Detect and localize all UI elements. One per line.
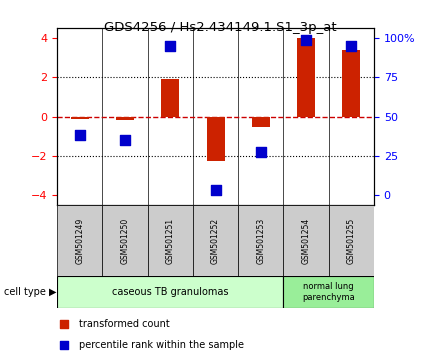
Text: GSM501252: GSM501252: [211, 218, 220, 264]
Bar: [283, 205, 329, 276]
Bar: [283, 276, 374, 308]
Text: GSM501255: GSM501255: [347, 218, 356, 264]
Bar: [193, 205, 238, 276]
Text: GSM501254: GSM501254: [301, 218, 311, 264]
Point: [212, 187, 219, 193]
Text: GSM501251: GSM501251: [166, 218, 175, 264]
Text: GSM501249: GSM501249: [75, 218, 84, 264]
Bar: [206, 117, 225, 161]
Bar: [71, 117, 89, 119]
Point: [121, 138, 128, 143]
Text: GSM501253: GSM501253: [257, 218, 265, 264]
Bar: [57, 276, 283, 308]
Bar: [103, 205, 148, 276]
Text: normal lung
parenchyma: normal lung parenchyma: [302, 282, 355, 302]
Bar: [238, 205, 283, 276]
Text: GDS4256 / Hs2.434149.1.S1_3p_at: GDS4256 / Hs2.434149.1.S1_3p_at: [104, 21, 336, 34]
Bar: [329, 205, 374, 276]
Bar: [342, 50, 360, 117]
Point: [303, 37, 310, 43]
Point: [257, 149, 264, 155]
Point: [270, 245, 277, 250]
Text: caseous TB granulomas: caseous TB granulomas: [112, 287, 229, 297]
Point: [76, 132, 83, 137]
Bar: [116, 117, 134, 120]
Bar: [57, 205, 103, 276]
Bar: [297, 38, 315, 117]
Text: transformed count: transformed count: [79, 319, 170, 329]
Bar: [252, 117, 270, 127]
Point: [348, 43, 355, 49]
Text: GSM501250: GSM501250: [121, 218, 130, 264]
Bar: [148, 205, 193, 276]
Text: cell type ▶: cell type ▶: [4, 287, 57, 297]
Point: [270, 56, 277, 62]
Point: [167, 43, 174, 49]
Bar: [161, 79, 180, 117]
Text: percentile rank within the sample: percentile rank within the sample: [79, 340, 244, 350]
